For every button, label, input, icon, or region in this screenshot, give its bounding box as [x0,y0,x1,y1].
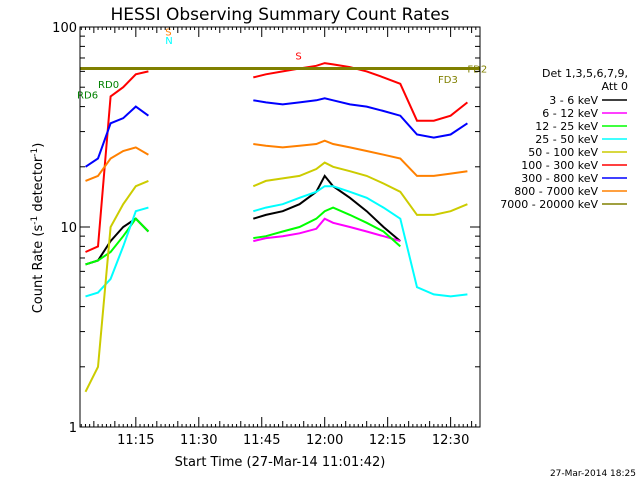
annotation-rd0-5: RD0 [98,80,119,91]
x-tick-label-1230: 12:30 [432,433,469,448]
series-line-12-25-kev-part-2 [253,206,401,248]
legend-label-12-25-kev: 12 - 25 keV [535,120,598,133]
x-axis-label: Start Time (27-Mar-14 11:01:42) [175,455,386,470]
annotation-fd2-3: FD2 [467,65,487,76]
legend-label-800-7000-kev: 800 - 7000 keV [514,185,598,198]
footer-timestamp: 27-Mar-2014 18:25 [550,469,636,479]
series-line-800-7000-kev-part-1 [85,146,149,182]
legend-title-line-2: Att 0 [602,80,628,93]
series-line-300-800-kev-part-1 [84,105,149,168]
legend-label-50-100-kev: 50 - 100 keV [528,146,598,159]
x-tick-label-1130: 11:30 [180,433,217,448]
series-line-12-25-kev-part-1 [85,217,150,266]
annotation-n-1: N [165,36,172,47]
x-tick-label-1145: 11:45 [243,433,280,448]
series-line-800-7000-kev-part-2 [253,139,468,177]
series-line-25-50-kev-part-1 [85,206,149,298]
annotation-s-2: S [295,52,301,63]
series-line-3-6-kev-part-2 [253,174,401,242]
y-tick-label-100: 100 [52,21,77,36]
x-tick-label-1115: 11:15 [117,433,154,448]
legend-title-line-1: Det 1,3,5,6,7,9, [542,67,628,80]
legend-label-100-300-kev: 100 - 300 keV [521,159,598,172]
y-tick-label-1: 1 [69,421,77,436]
legend-label-3-6-kev: 3 - 6 keV [549,94,598,107]
legend-label-6-12-kev: 6 - 12 keV [542,107,598,120]
legend-label-7000-20000-kev: 7000 - 20000 keV [500,198,598,211]
chart-title: HESSI Observing Summary Count Rates [110,5,449,25]
legend-label-25-50-kev: 25 - 50 keV [535,133,598,146]
annotation-fd3-4: FD3 [438,75,458,86]
series-line-50-100-kev-part-1 [84,179,149,393]
x-tick-label-1215: 12:15 [369,433,406,448]
series-line-100-300-kev-part-1 [85,70,149,253]
annotation-s-0: S [165,27,171,38]
y-axis-label: Count Rate (s-1 detector-1) [30,143,46,314]
series-line-50-100-kev-part-2 [252,161,468,216]
series-line-300-800-kev-part-2 [253,97,468,139]
series-line-6-12-kev [253,217,401,243]
annotation-rd6-6: RD6 [77,90,98,101]
series-line-25-50-kev-part-2 [253,185,468,298]
x-tick-label-1200: 12:00 [306,433,343,448]
legend-label-300-800-kev: 300 - 800 keV [521,172,598,185]
y-tick-label-10: 10 [60,221,77,236]
